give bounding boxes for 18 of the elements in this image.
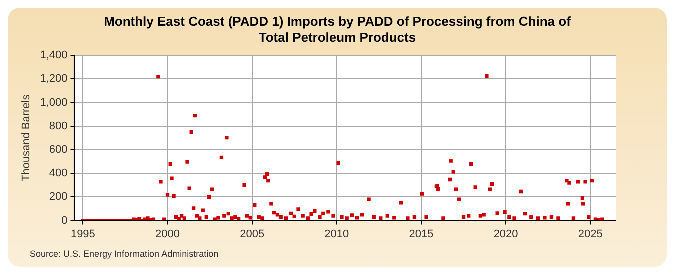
chart-title: Monthly East Coast (PADD 1) Imports by PADD of Processing from China of Total Petroleum Products <box>103 14 572 46</box>
source-note: Source: U.S. Energy Information Administration <box>30 249 219 259</box>
y-tick-label: 1,400 <box>40 50 68 62</box>
y-tick-label: 1,200 <box>40 73 68 86</box>
x-tick-label: 1995 <box>70 228 96 240</box>
x-tick-label: 2020 <box>494 228 518 240</box>
x-tick-label: 2025 <box>578 228 603 240</box>
y-tick-label: 200 <box>49 191 68 204</box>
y-tick-label: 400 <box>49 168 68 180</box>
y-tick-label: 0 <box>62 214 68 227</box>
x-tick-label: 2005 <box>240 228 265 240</box>
y-axis-title: Thousand Barrels <box>20 94 33 182</box>
y-tick-label: 800 <box>49 120 68 132</box>
y-tick-label: 600 <box>49 144 68 156</box>
x-tick-label: 2010 <box>324 228 350 240</box>
x-tick-label: 2000 <box>156 228 180 240</box>
x-tick-label: 2015 <box>409 228 434 240</box>
y-tick-label: 1,000 <box>40 96 68 109</box>
